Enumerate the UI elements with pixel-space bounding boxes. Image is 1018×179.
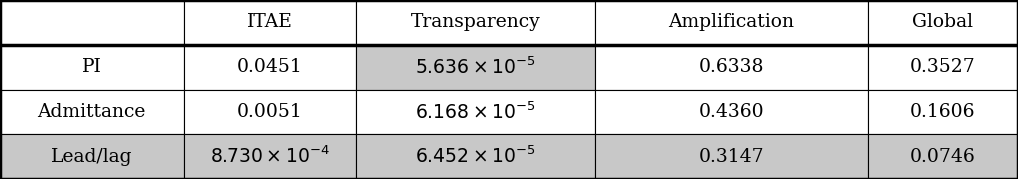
Bar: [356, 134, 596, 179]
Text: 0.0051: 0.0051: [237, 103, 302, 121]
Text: ITAE: ITAE: [246, 13, 293, 31]
Bar: [183, 90, 356, 134]
Text: $6.168\times10^{-5}$: $6.168\times10^{-5}$: [415, 101, 536, 123]
Bar: [0, 90, 183, 134]
Text: PI: PI: [81, 58, 102, 76]
Text: $6.452\times10^{-5}$: $6.452\times10^{-5}$: [415, 146, 536, 167]
Text: Transparency: Transparency: [410, 13, 541, 31]
Bar: [867, 0, 1018, 45]
Bar: [867, 90, 1018, 134]
Bar: [596, 45, 867, 90]
Bar: [183, 134, 356, 179]
Text: 0.0746: 0.0746: [910, 148, 976, 166]
Bar: [0, 45, 183, 90]
Bar: [0, 0, 183, 45]
Bar: [356, 45, 596, 90]
Text: 0.3147: 0.3147: [698, 148, 765, 166]
Bar: [183, 45, 356, 90]
Bar: [183, 0, 356, 45]
Text: 0.1606: 0.1606: [910, 103, 975, 121]
Text: 0.3527: 0.3527: [910, 58, 976, 76]
Bar: [356, 90, 596, 134]
Text: $5.636\times10^{-5}$: $5.636\times10^{-5}$: [415, 56, 536, 78]
Text: 0.0451: 0.0451: [237, 58, 302, 76]
Text: Global: Global: [912, 13, 973, 31]
Text: Lead/lag: Lead/lag: [51, 148, 132, 166]
Text: Admittance: Admittance: [38, 103, 146, 121]
Bar: [596, 134, 867, 179]
Text: 0.4360: 0.4360: [698, 103, 765, 121]
Text: $8.730\times10^{-4}$: $8.730\times10^{-4}$: [210, 146, 330, 167]
Bar: [0, 134, 183, 179]
Text: 0.6338: 0.6338: [698, 58, 765, 76]
Bar: [867, 45, 1018, 90]
Bar: [596, 0, 867, 45]
Bar: [596, 90, 867, 134]
Text: Amplification: Amplification: [669, 13, 794, 31]
Bar: [356, 0, 596, 45]
Bar: [867, 134, 1018, 179]
